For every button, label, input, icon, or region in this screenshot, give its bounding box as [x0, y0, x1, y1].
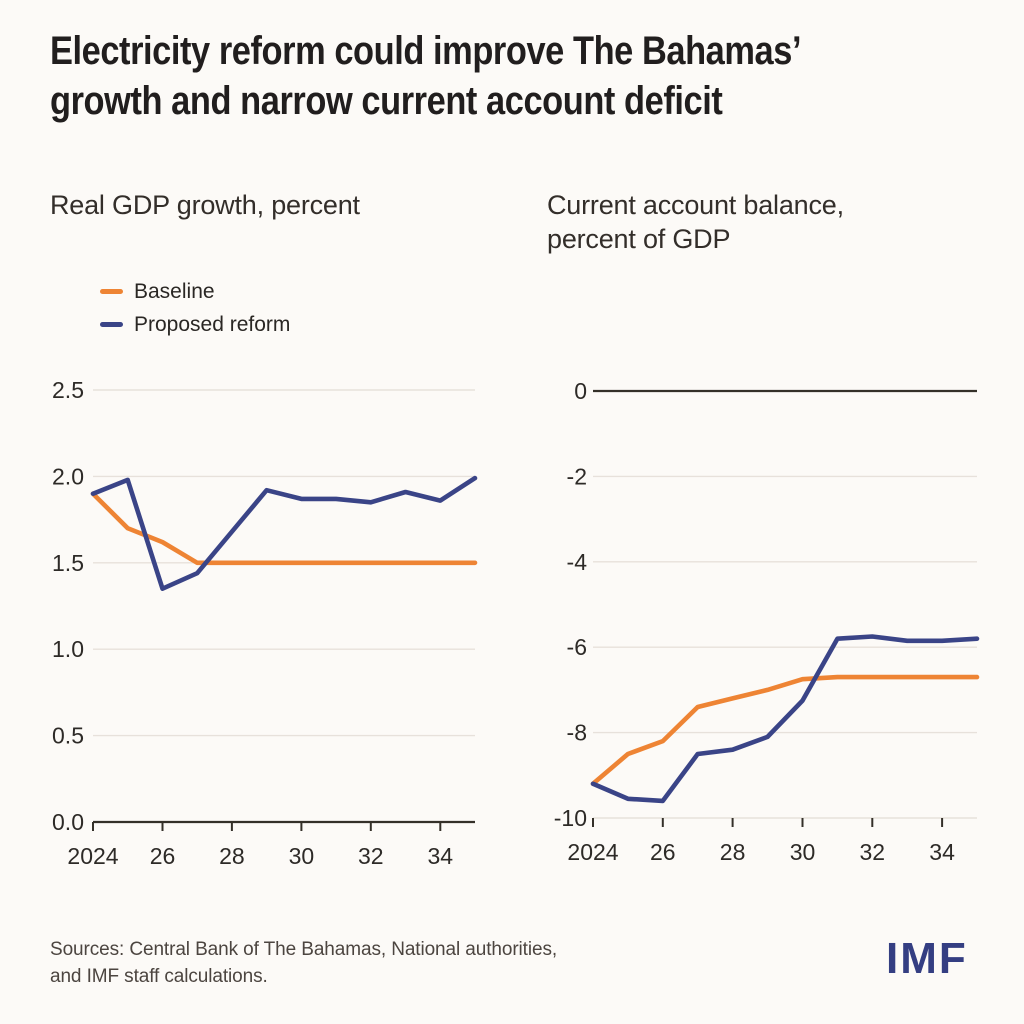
page-title: Electricity reform could improve The Bah…	[50, 26, 802, 126]
y-tick-label: -4	[567, 549, 588, 575]
right-chart-title-line2: percent of GDP	[547, 224, 731, 254]
real-gdp-growth-chart: 0.0 0.5 1.0 1.5 2.0 2.5 2024 26 28 30 32 34	[52, 377, 478, 869]
y-tick-label: 0.5	[52, 723, 84, 749]
page-title-line1: Electricity reform could improve The Bah…	[50, 29, 802, 73]
x-tick-label: 2024	[67, 843, 118, 869]
x-tick-label: 32	[358, 843, 384, 869]
baseline-series-line	[90, 491, 478, 566]
x-tick-label: 30	[790, 839, 816, 865]
proposed-reform-line-swatch	[100, 322, 123, 327]
legend-item-baseline: Baseline	[100, 280, 290, 303]
x-tick-label: 2024	[567, 839, 618, 865]
x-tick-label: 28	[219, 843, 245, 869]
baseline-series-line	[590, 674, 980, 787]
right-chart-title: Current account balance, percent of GDP	[547, 188, 844, 256]
y-tick-label: -10	[554, 805, 587, 831]
current-account-balance-chart: 0 -2 -4 -6 -8 -10 2024 26 28 30 32 34	[554, 378, 980, 865]
baseline-line-swatch	[100, 289, 123, 294]
x-tick-label: 34	[929, 839, 955, 865]
baseline-label: Baseline	[134, 279, 215, 303]
legend-item-proposed-reform: Proposed reform	[100, 313, 290, 336]
proposed-reform-series-line	[90, 475, 478, 591]
y-tick-label: -8	[567, 720, 587, 746]
x-tick-label: 28	[720, 839, 746, 865]
legend: Baseline Proposed reform	[100, 280, 290, 346]
x-tick-label: 26	[150, 843, 176, 869]
right-chart-title-line1: Current account balance,	[547, 190, 844, 220]
y-tick-label: 2.5	[52, 377, 84, 403]
proposed-reform-label: Proposed reform	[134, 312, 291, 336]
y-tick-label: 1.5	[52, 550, 84, 576]
x-tick-label: 30	[289, 843, 315, 869]
x-tick-label: 34	[428, 843, 454, 869]
y-tick-label: -2	[567, 463, 587, 489]
proposed-reform-series-line	[590, 634, 980, 804]
y-tick-label: 0	[574, 378, 587, 404]
x-tick-label: 32	[860, 839, 886, 865]
x-tick-label: 26	[650, 839, 676, 865]
y-tick-label: -6	[567, 634, 587, 660]
y-tick-label: 0.0	[52, 809, 84, 835]
imf-logo: IMF	[886, 934, 968, 983]
sources-note: Sources: Central Bank of The Bahamas, Na…	[50, 936, 557, 990]
sources-line1: Sources: Central Bank of The Bahamas, Na…	[50, 939, 558, 960]
y-tick-label: 2.0	[52, 463, 84, 489]
y-tick-label: 1.0	[52, 636, 84, 662]
page-title-line2: growth and narrow current account defici…	[50, 79, 723, 123]
left-chart-title: Real GDP growth, percent	[50, 190, 360, 220]
sources-line2: and IMF staff calculations.	[50, 966, 268, 987]
